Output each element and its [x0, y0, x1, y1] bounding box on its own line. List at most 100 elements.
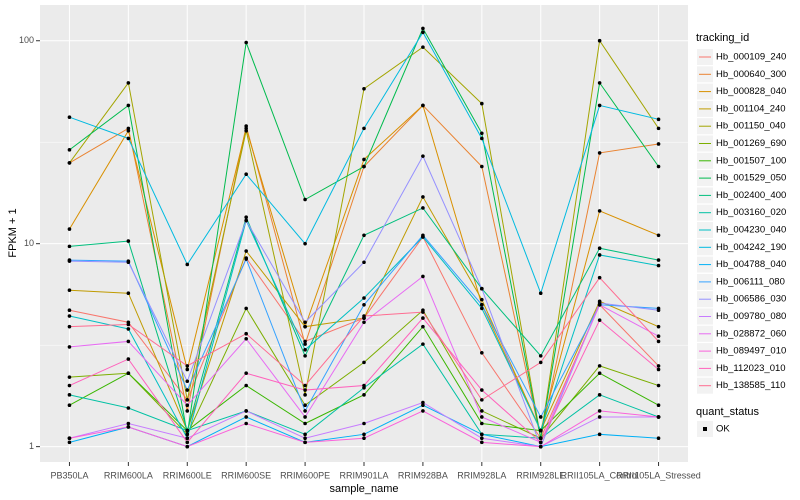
point	[421, 400, 425, 405]
point	[480, 398, 484, 402]
point	[126, 136, 131, 141]
point	[656, 436, 661, 441]
legend-label: Hb_000828_040	[716, 86, 786, 97]
x-tick-label: RRIM901LA	[339, 470, 388, 480]
point	[303, 354, 307, 358]
point	[597, 364, 602, 368]
legend-label: Hb_009780_080	[716, 311, 786, 322]
point	[656, 367, 661, 372]
point	[126, 260, 131, 265]
point	[656, 233, 661, 238]
point	[244, 218, 248, 223]
point	[362, 320, 366, 325]
point	[597, 209, 602, 213]
point	[303, 409, 307, 413]
point	[480, 440, 484, 445]
point	[597, 275, 602, 280]
point	[126, 371, 131, 376]
x-axis-title: sample_name	[329, 483, 398, 495]
point	[244, 371, 248, 376]
point	[303, 324, 307, 329]
point	[244, 40, 248, 45]
point	[67, 314, 72, 318]
legend-label: Hb_000109_240	[716, 52, 786, 63]
point	[480, 432, 484, 437]
point	[362, 383, 366, 388]
point	[597, 409, 602, 413]
point	[538, 354, 543, 358]
point	[244, 421, 248, 426]
point	[244, 336, 248, 341]
point	[656, 403, 661, 408]
point	[67, 440, 72, 445]
point	[185, 428, 190, 433]
point	[597, 38, 602, 43]
point	[185, 367, 190, 372]
point	[126, 327, 131, 331]
legend-label: OK	[716, 424, 730, 435]
point	[480, 297, 484, 302]
point	[67, 288, 72, 292]
legend-label: Hb_001507_100	[716, 155, 786, 166]
point	[362, 393, 366, 397]
point	[597, 415, 602, 419]
point	[303, 415, 307, 419]
point	[362, 302, 366, 307]
point	[303, 241, 307, 246]
point	[67, 436, 72, 441]
point	[244, 383, 248, 388]
x-tick-label: RRII105LA_Control	[561, 470, 639, 480]
point	[421, 30, 425, 35]
point	[421, 26, 425, 31]
point	[421, 310, 425, 314]
point	[67, 403, 72, 408]
point	[421, 409, 425, 413]
point	[597, 371, 602, 376]
legend-label: Hb_138585_110	[716, 380, 786, 391]
point	[244, 215, 248, 220]
point-legend-title: quant_status	[696, 406, 759, 418]
point	[480, 164, 484, 169]
point	[538, 360, 543, 365]
point	[362, 260, 366, 265]
point	[362, 360, 366, 365]
point	[656, 258, 661, 262]
point	[303, 197, 307, 202]
point	[538, 291, 543, 296]
point	[244, 306, 248, 311]
point	[656, 339, 661, 344]
point	[538, 415, 543, 419]
legend-label: Hb_002400_400	[716, 190, 786, 201]
point	[185, 432, 190, 437]
point	[67, 393, 72, 397]
legend-label: Hb_000640_300	[716, 69, 786, 80]
point	[67, 244, 72, 249]
point	[480, 436, 484, 441]
point	[303, 393, 307, 397]
x-tick-label: RRII105LA_Stressed	[616, 470, 701, 480]
point	[126, 103, 131, 108]
legend-label: Hb_112023_010	[716, 363, 786, 374]
x-tick-label: PB350LA	[50, 470, 88, 480]
point	[421, 103, 425, 108]
point	[244, 257, 248, 261]
legend-label: Hb_028872_060	[716, 328, 786, 339]
point	[67, 148, 72, 152]
legend-label: Hb_089497_010	[716, 346, 786, 357]
point	[126, 339, 131, 344]
point	[303, 342, 307, 346]
point	[303, 348, 307, 352]
point	[185, 409, 190, 413]
point	[362, 126, 366, 131]
point	[597, 103, 602, 108]
point	[656, 383, 661, 388]
x-tick-label: RRIM600LE	[163, 470, 212, 480]
point	[244, 409, 248, 413]
point	[126, 81, 131, 85]
point	[126, 291, 131, 296]
point	[185, 379, 190, 384]
point	[597, 253, 602, 257]
point	[421, 403, 425, 408]
point	[67, 259, 72, 263]
